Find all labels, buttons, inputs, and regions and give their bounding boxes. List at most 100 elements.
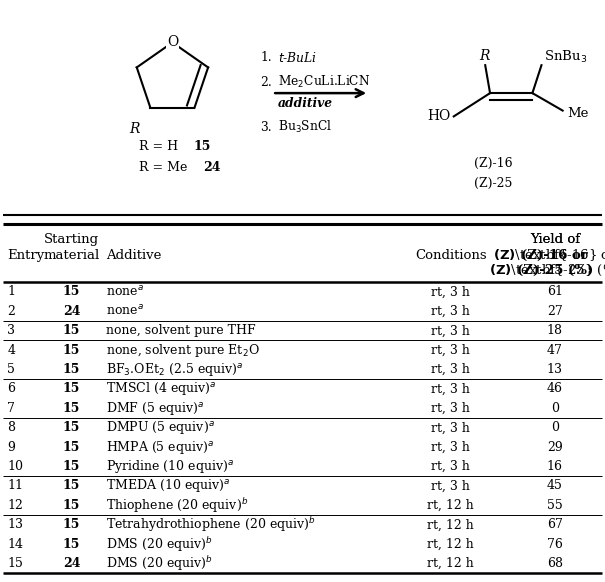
Text: R: R bbox=[479, 49, 489, 63]
Text: Me: Me bbox=[567, 107, 589, 120]
Text: Bu$_3$SnCl: Bu$_3$SnCl bbox=[278, 119, 332, 136]
Text: rt, 3 h: rt, 3 h bbox=[431, 324, 470, 338]
Text: 27: 27 bbox=[547, 305, 563, 318]
Text: 1: 1 bbox=[7, 285, 15, 299]
Text: 15: 15 bbox=[63, 480, 80, 492]
Text: none$^a$: none$^a$ bbox=[106, 304, 144, 318]
Text: 6: 6 bbox=[7, 382, 15, 396]
Text: 7: 7 bbox=[7, 402, 15, 415]
Text: rt, 3 h: rt, 3 h bbox=[431, 305, 470, 318]
Text: 24: 24 bbox=[63, 305, 80, 318]
Text: SnBu$_3$: SnBu$_3$ bbox=[544, 48, 587, 65]
Text: rt, 12 h: rt, 12 h bbox=[427, 499, 474, 512]
Text: $t$-BuLi: $t$-BuLi bbox=[278, 51, 318, 65]
Text: HMPA (5 equiv)$^a$: HMPA (5 equiv)$^a$ bbox=[106, 439, 214, 456]
Text: rt, 3 h: rt, 3 h bbox=[431, 363, 470, 376]
Text: R = H: R = H bbox=[139, 140, 178, 153]
Text: 67: 67 bbox=[547, 518, 563, 531]
Text: 2: 2 bbox=[7, 305, 15, 318]
Text: DMF (5 equiv)$^a$: DMF (5 equiv)$^a$ bbox=[106, 400, 204, 417]
Text: TMSCl (4 equiv)$^a$: TMSCl (4 equiv)$^a$ bbox=[106, 381, 216, 398]
Text: rt, 12 h: rt, 12 h bbox=[427, 557, 474, 570]
Text: Starting: Starting bbox=[44, 233, 99, 246]
Text: 24: 24 bbox=[203, 161, 220, 173]
Text: 15: 15 bbox=[63, 460, 80, 473]
Text: Yield of: Yield of bbox=[530, 233, 580, 246]
Text: 15: 15 bbox=[63, 499, 80, 512]
Text: 4: 4 bbox=[7, 343, 15, 357]
Text: 15: 15 bbox=[63, 421, 80, 434]
Text: 15: 15 bbox=[63, 402, 80, 415]
Text: 15: 15 bbox=[7, 557, 23, 570]
Text: Yield of: Yield of bbox=[530, 233, 580, 246]
Text: Conditions: Conditions bbox=[415, 249, 486, 262]
Text: 15: 15 bbox=[63, 382, 80, 396]
Text: material: material bbox=[44, 249, 99, 262]
Text: Additive: Additive bbox=[106, 249, 162, 262]
Text: rt, 3 h: rt, 3 h bbox=[431, 421, 470, 434]
Text: none, solvent pure Et$_2$O: none, solvent pure Et$_2$O bbox=[106, 342, 260, 359]
Text: BF$_3$.OEt$_2$ (2.5 equiv)$^a$: BF$_3$.OEt$_2$ (2.5 equiv)$^a$ bbox=[106, 361, 243, 378]
Text: Thiophene (20 equiv)$^b$: Thiophene (20 equiv)$^b$ bbox=[106, 496, 248, 515]
Text: none, solvent pure THF: none, solvent pure THF bbox=[106, 324, 255, 338]
Text: rt, 12 h: rt, 12 h bbox=[427, 538, 474, 551]
Text: rt, 3 h: rt, 3 h bbox=[431, 382, 470, 396]
Text: rt, 3 h: rt, 3 h bbox=[431, 285, 470, 299]
Text: DMS (20 equiv)$^b$: DMS (20 equiv)$^b$ bbox=[106, 554, 212, 573]
Text: Entry: Entry bbox=[7, 249, 45, 262]
Text: (Z)-16: (Z)-16 bbox=[474, 157, 512, 169]
Text: 15: 15 bbox=[63, 343, 80, 357]
Text: 47: 47 bbox=[547, 343, 563, 357]
Text: R: R bbox=[129, 122, 140, 136]
Text: rt, 3 h: rt, 3 h bbox=[431, 441, 470, 454]
Text: rt, 12 h: rt, 12 h bbox=[427, 518, 474, 531]
Text: DMPU (5 equiv)$^a$: DMPU (5 equiv)$^a$ bbox=[106, 419, 215, 436]
Text: O: O bbox=[167, 36, 178, 49]
Text: 45: 45 bbox=[547, 480, 563, 492]
Text: 0: 0 bbox=[551, 402, 559, 415]
Text: HO: HO bbox=[428, 109, 451, 123]
Text: 15: 15 bbox=[63, 324, 80, 338]
Text: $\mathbf{(Z)}$\textbf{-25} (%): $\mathbf{(Z)}$\textbf{-25} (%) bbox=[489, 263, 605, 278]
Text: 12: 12 bbox=[7, 499, 23, 512]
Text: 29: 29 bbox=[547, 441, 563, 454]
Text: (Z)-25 (%): (Z)-25 (%) bbox=[517, 264, 593, 277]
Text: 46: 46 bbox=[547, 382, 563, 396]
Text: 15: 15 bbox=[194, 140, 211, 153]
Text: 5: 5 bbox=[7, 363, 15, 376]
Text: 13: 13 bbox=[7, 518, 23, 531]
Text: 15: 15 bbox=[63, 518, 80, 531]
Text: rt, 3 h: rt, 3 h bbox=[431, 480, 470, 492]
Text: Me$_2$CuLi.LiCN: Me$_2$CuLi.LiCN bbox=[278, 74, 371, 90]
Text: 3: 3 bbox=[7, 324, 15, 338]
Text: 15: 15 bbox=[63, 363, 80, 376]
Text: Tetrahydrothiophene (20 equiv)$^b$: Tetrahydrothiophene (20 equiv)$^b$ bbox=[106, 515, 316, 534]
Text: 18: 18 bbox=[547, 324, 563, 338]
Text: TMEDA (10 equiv)$^a$: TMEDA (10 equiv)$^a$ bbox=[106, 477, 231, 495]
Text: 14: 14 bbox=[7, 538, 23, 551]
Text: additive: additive bbox=[278, 97, 333, 109]
Text: R = Me: R = Me bbox=[139, 161, 188, 173]
Text: 8: 8 bbox=[7, 421, 15, 434]
Text: 15: 15 bbox=[63, 285, 80, 299]
Text: rt, 3 h: rt, 3 h bbox=[431, 402, 470, 415]
Text: 61: 61 bbox=[547, 285, 563, 299]
Text: Pyridine (10 equiv)$^a$: Pyridine (10 equiv)$^a$ bbox=[106, 458, 234, 475]
Text: 3.: 3. bbox=[260, 121, 272, 134]
Text: rt, 3 h: rt, 3 h bbox=[431, 343, 470, 357]
Text: (Z)-16 or: (Z)-16 or bbox=[522, 249, 588, 262]
Text: none$^a$: none$^a$ bbox=[106, 285, 144, 299]
Text: 76: 76 bbox=[547, 538, 563, 551]
Text: 1.: 1. bbox=[260, 51, 272, 64]
Text: 0: 0 bbox=[551, 421, 559, 434]
Text: 68: 68 bbox=[547, 557, 563, 570]
Text: 13: 13 bbox=[547, 363, 563, 376]
Text: 11: 11 bbox=[7, 480, 23, 492]
Text: $\mathbf{(Z)}$\textbf{-16} or: $\mathbf{(Z)}$\textbf{-16} or bbox=[492, 247, 605, 263]
Text: 15: 15 bbox=[63, 538, 80, 551]
Text: 15: 15 bbox=[63, 441, 80, 454]
Text: (Z)-25: (Z)-25 bbox=[474, 177, 512, 190]
Text: 2.: 2. bbox=[260, 76, 272, 88]
Text: 24: 24 bbox=[63, 557, 80, 570]
Text: 16: 16 bbox=[547, 460, 563, 473]
